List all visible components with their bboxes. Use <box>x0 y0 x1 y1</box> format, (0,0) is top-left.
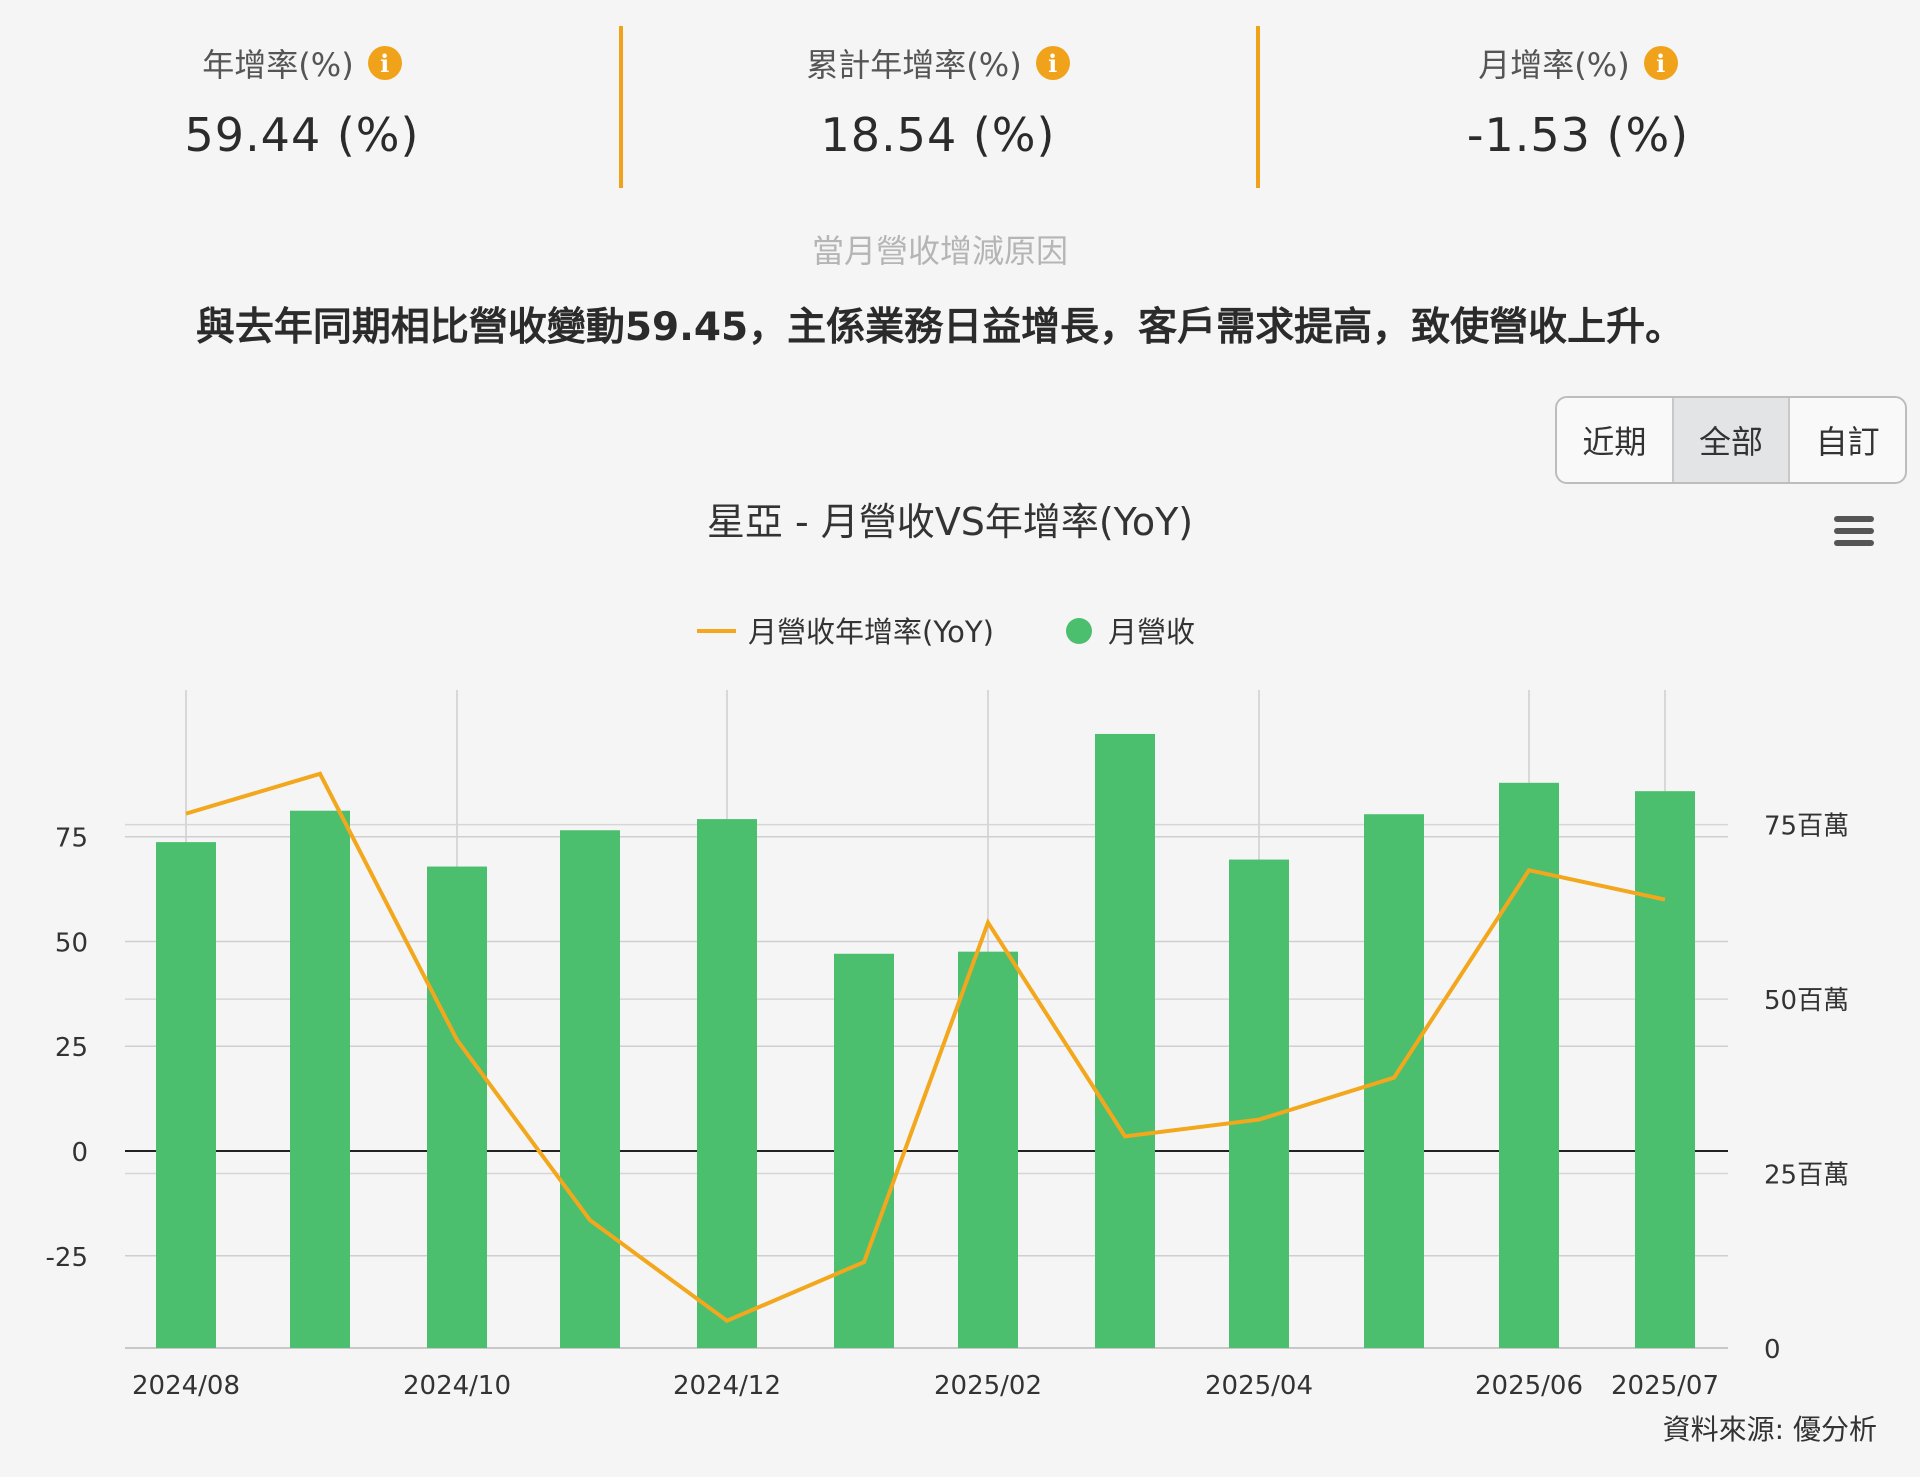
info-icon[interactable]: i <box>1035 46 1070 80</box>
x-tick-label: 2025/07 <box>1611 1371 1719 1401</box>
x-tick-label: 2024/12 <box>673 1371 781 1401</box>
x-tick-label: 2025/06 <box>1475 1371 1583 1401</box>
x-tick-label: 2025/04 <box>1205 1371 1313 1401</box>
revenue-yoy-chart: 星亞 - 月營收VS年增率(YoY) 月營收年增率(YoY) 月營收 75 50 25 0 -… <box>46 500 1850 1401</box>
revenue-bar <box>560 830 620 1348</box>
revenue-bar <box>697 819 757 1348</box>
divider <box>1256 26 1260 188</box>
range-recent-button[interactable]: 近期 <box>1557 398 1674 482</box>
legend-bar-marker <box>1066 618 1092 644</box>
y-left-tick-label: 75 <box>55 824 88 854</box>
revenue-bar <box>1364 814 1424 1348</box>
info-icon[interactable]: i <box>1643 46 1678 80</box>
revenue-bar <box>1229 859 1289 1348</box>
x-tick-label: 2024/10 <box>403 1371 511 1401</box>
revenue-bar <box>1499 782 1559 1348</box>
revenue-bar <box>290 810 350 1348</box>
stat-mom: 月增率(%) i -1.53 (%) <box>1368 40 1788 162</box>
stat-cumulative-yoy-value: 18.54 (%) <box>820 108 1056 162</box>
x-tick-label: 2024/08 <box>132 1371 240 1401</box>
chart-title: 星亞 - 月營收VS年增率(YoY) <box>707 500 1193 544</box>
range-all-button[interactable]: 全部 <box>1673 398 1791 482</box>
y-right-tick-label: 50百萬 <box>1764 986 1849 1016</box>
stat-yoy-label: 年增率(%) <box>202 46 354 84</box>
data-source: 資料來源: 優分析 <box>1662 1413 1877 1446</box>
stat-mom-value: -1.53 (%) <box>1466 108 1690 162</box>
legend-yoy-label: 月營收年增率(YoY) <box>748 615 994 649</box>
hamburger-menu-icon[interactable] <box>1834 516 1874 552</box>
stat-mom-label: 月增率(%) <box>1478 46 1630 84</box>
y-left-tick-label: 0 <box>71 1138 88 1168</box>
reason-title: 當月營收增減原因 <box>811 232 1068 270</box>
stat-cumulative-yoy-label: 累計年增率(%) <box>806 46 1022 84</box>
range-custom-button[interactable]: 自訂 <box>1815 423 1880 461</box>
revenue-bar <box>427 866 487 1348</box>
revenue-bar <box>156 842 216 1348</box>
y-right-tick-label: 25百萬 <box>1764 1161 1849 1191</box>
revenue-bar <box>834 953 894 1348</box>
y-left-tick-label: 50 <box>55 928 88 958</box>
x-tick-label: 2025/02 <box>934 1371 1042 1401</box>
divider <box>619 26 623 188</box>
y-right-tick-label: 0 <box>1764 1335 1781 1365</box>
yoy-line <box>185 771 1666 1324</box>
revenue-bar <box>1095 733 1155 1348</box>
revenue-bar <box>958 951 1018 1348</box>
range-selector: 近期 全部 自訂 <box>1555 396 1907 484</box>
legend-revenue-label: 月營收 <box>1108 615 1195 649</box>
info-icon[interactable]: i <box>367 46 402 80</box>
stat-yoy-value: 59.44 (%) <box>184 108 420 162</box>
stat-cumulative-yoy: 累計年增率(%) i 18.54 (%) <box>728 40 1148 162</box>
stats-panel: 年增率(%) i 59.44 (%) 累計年增率(%) i 18.54 (%) … <box>0 0 1920 200</box>
reason-text: 與去年同期相比營收變動59.45，主係業務日益增長，客戶需求提高，致使營收上升。 <box>195 305 1685 350</box>
y-left-tick-label: 25 <box>55 1033 88 1063</box>
y-left-tick-label: -25 <box>46 1243 88 1273</box>
revenue-bar <box>1635 791 1695 1348</box>
stat-yoy: 年增率(%) i 59.44 (%) <box>92 40 512 162</box>
y-right-tick-label: 75百萬 <box>1764 812 1849 842</box>
